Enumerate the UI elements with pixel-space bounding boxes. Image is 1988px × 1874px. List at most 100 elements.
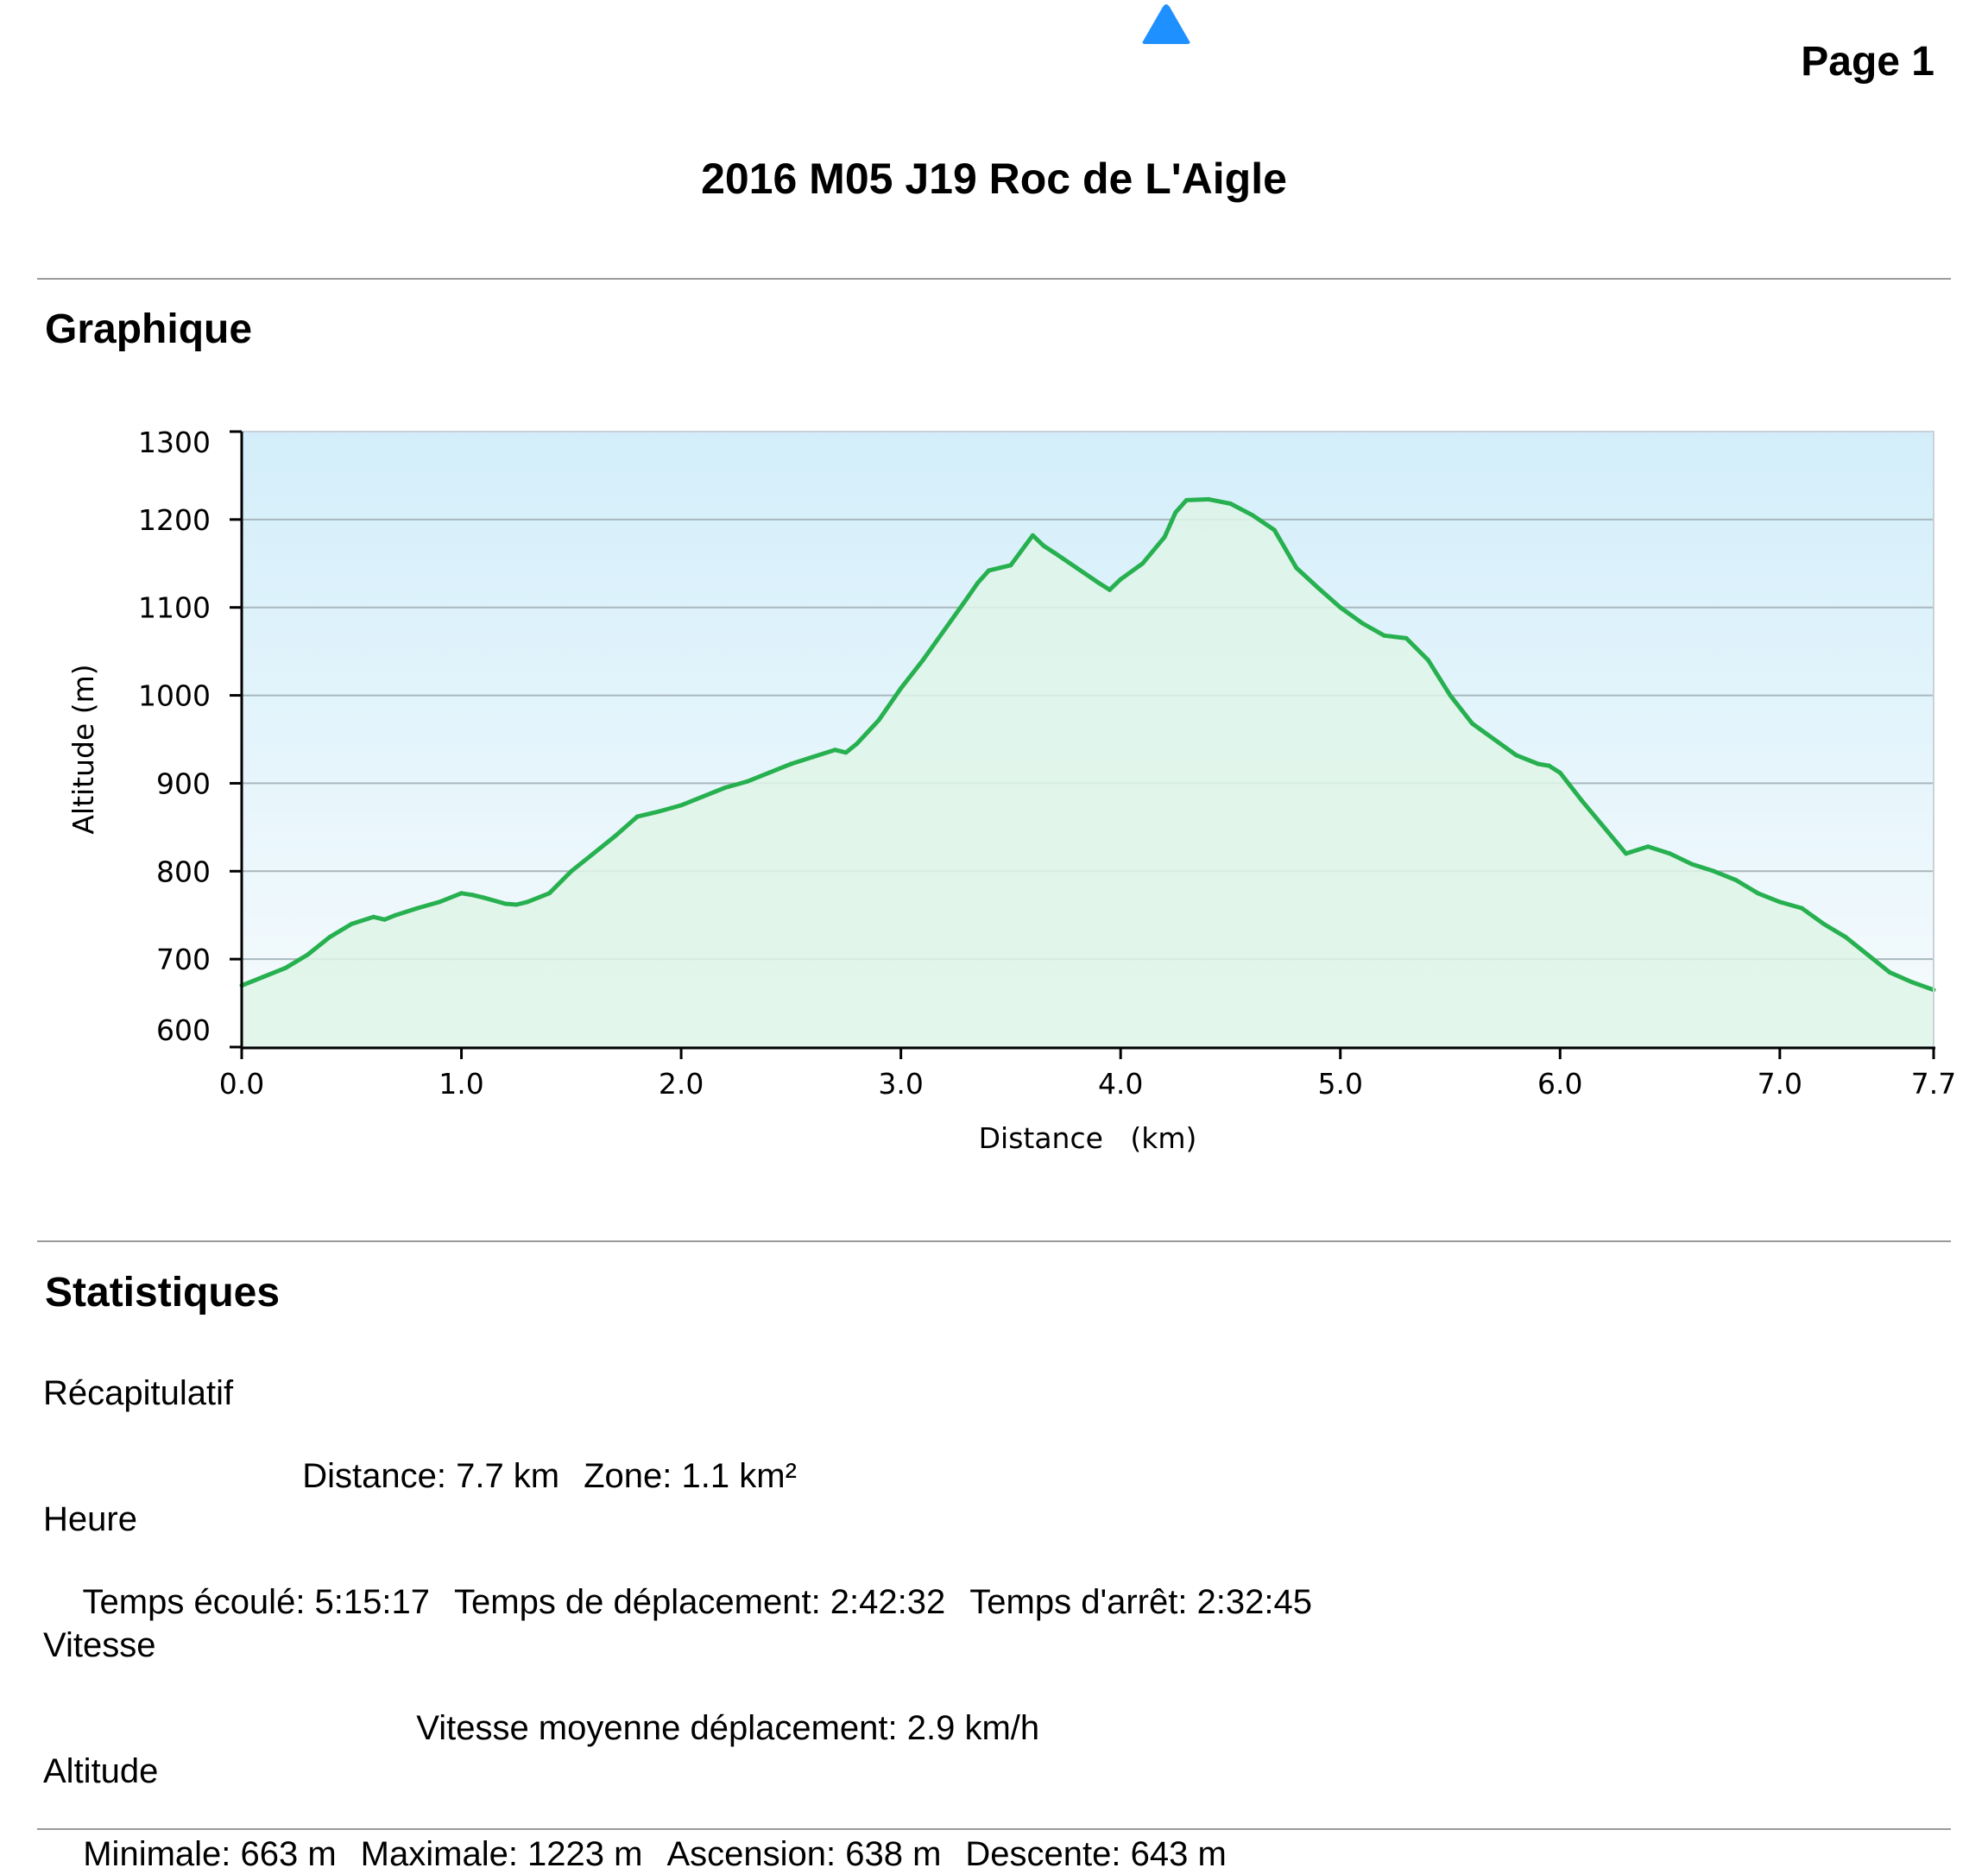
x-tick-label: 5.0 [1317, 1067, 1362, 1101]
data-point [1426, 658, 1431, 663]
stat-moving-speed: Vitesse moyenne déplacement: 2.9 km/h [416, 1709, 1040, 1747]
data-point [1008, 563, 1013, 568]
data-point [481, 895, 486, 900]
data-point [1052, 551, 1057, 556]
stats-line-recap: Distance: 7.7 km Zone: 1.1 km² [283, 1418, 797, 1496]
data-point [1865, 952, 1871, 957]
divider [37, 1240, 1951, 1242]
data-point [657, 809, 662, 814]
data-point [1228, 502, 1233, 507]
data-point [855, 741, 860, 747]
stats-heading-recap: Récapitulatif [43, 1374, 234, 1412]
data-point [975, 580, 981, 585]
data-point [546, 891, 552, 896]
data-point [1777, 899, 1783, 905]
page-number: Page 1 [1801, 39, 1934, 85]
y-tick-label: 1300 [138, 426, 211, 459]
x-axis-title: Distance (km) [979, 1121, 1197, 1155]
stats-heading-altitude: Altitude [43, 1752, 159, 1790]
data-point [1668, 851, 1673, 856]
stat-max-altitude: Maximale: 1223 m [360, 1835, 643, 1873]
data-point [1645, 844, 1650, 849]
data-point [1041, 543, 1046, 548]
data-point [678, 803, 684, 808]
data-point [1755, 891, 1760, 896]
data-point [349, 921, 354, 926]
data-point [1316, 585, 1321, 590]
data-point [701, 794, 706, 799]
data-point [1909, 980, 1915, 985]
y-tick-label: 600 [156, 1013, 211, 1047]
x-tick-label: 7.0 [1758, 1067, 1802, 1101]
divider [37, 1828, 1951, 1830]
stats-line-time: Temps écoulé: 5:15:17 Temps de déplacemen… [64, 1544, 1313, 1622]
stat-ascent: Ascension: 638 m [666, 1835, 942, 1873]
section-title-graph: Graphique [45, 306, 253, 352]
elevation-area [242, 499, 1934, 1047]
data-point [1074, 565, 1079, 571]
document-title: 2016 M05 J19 Roc de L'Aigle [701, 155, 1287, 203]
data-point [1162, 534, 1167, 539]
data-point [1107, 587, 1112, 592]
stat-zone: Zone: 1.1 km² [584, 1457, 797, 1495]
data-point [1448, 693, 1453, 698]
data-point [1118, 577, 1123, 582]
stats-heading-time: Heure [43, 1500, 137, 1538]
data-point [1843, 935, 1848, 940]
data-point [964, 596, 969, 602]
data-point [811, 754, 816, 760]
data-point [1492, 737, 1497, 741]
data-point [1030, 533, 1035, 538]
data-point [1689, 861, 1695, 867]
data-point [744, 779, 749, 784]
data-point [1887, 969, 1892, 975]
elevation-chart: 600 700 800 900 1000 1100 1200 1300 0.0 1.0 2.0 3.… [66, 426, 1956, 1155]
x-tick-label: 3.0 [878, 1067, 923, 1101]
data-point [569, 868, 574, 874]
stat-moving-time: Temps de déplacement: 2:42:32 [454, 1583, 946, 1621]
data-point [1536, 761, 1541, 767]
x-tick-label: 1.0 [439, 1067, 483, 1101]
x-tick-label: 6.0 [1537, 1067, 1582, 1101]
data-point [1140, 561, 1145, 566]
data-point [1547, 763, 1552, 768]
data-point [899, 685, 904, 691]
stats-heading-speed: Vitesse [43, 1626, 156, 1664]
data-point [1272, 527, 1277, 533]
data-point [1557, 770, 1562, 775]
data-point [1799, 905, 1804, 911]
data-point [305, 952, 310, 957]
y-tick-label: 800 [156, 855, 211, 888]
data-point [459, 891, 464, 896]
stats-line-altitude: Minimale: 663 m Maximale: 1223 m Ascension… [64, 1796, 1227, 1874]
x-tick-label: 4.0 [1098, 1067, 1143, 1101]
y-tick-label: 1000 [138, 679, 211, 713]
stat-elapsed-time: Temps écoulé: 5:15:17 [82, 1583, 430, 1621]
data-point [327, 935, 332, 940]
y-axis-title: Altitude (m) [66, 664, 100, 834]
section-title-stats: Statistiques [45, 1270, 281, 1316]
divider [37, 278, 1951, 280]
data-point [1580, 798, 1585, 804]
data-point [767, 770, 772, 775]
data-point [1404, 635, 1409, 640]
data-point [393, 912, 398, 918]
y-axis: 600 700 800 900 1000 1100 1200 1300 [138, 426, 242, 1049]
data-point [283, 965, 288, 970]
data-point [261, 975, 266, 980]
data-point [943, 627, 948, 632]
stats-line-speed: Vitesse moyenne déplacement: 2.9 km/h [397, 1670, 1039, 1748]
data-point [832, 748, 837, 753]
data-point [1294, 565, 1299, 571]
data-point [470, 893, 475, 898]
stat-distance: Distance: 7.7 km [302, 1457, 560, 1495]
blue-triangle-logo [1142, 4, 1190, 44]
data-point [1624, 851, 1629, 856]
data-point [1601, 824, 1606, 830]
stat-stopped-time: Temps d'arrêt: 2:32:45 [969, 1583, 1313, 1621]
data-point [920, 658, 925, 663]
data-point [371, 914, 376, 919]
data-point [613, 834, 618, 839]
data-point [1711, 868, 1716, 874]
y-tick-label: 900 [156, 767, 211, 800]
